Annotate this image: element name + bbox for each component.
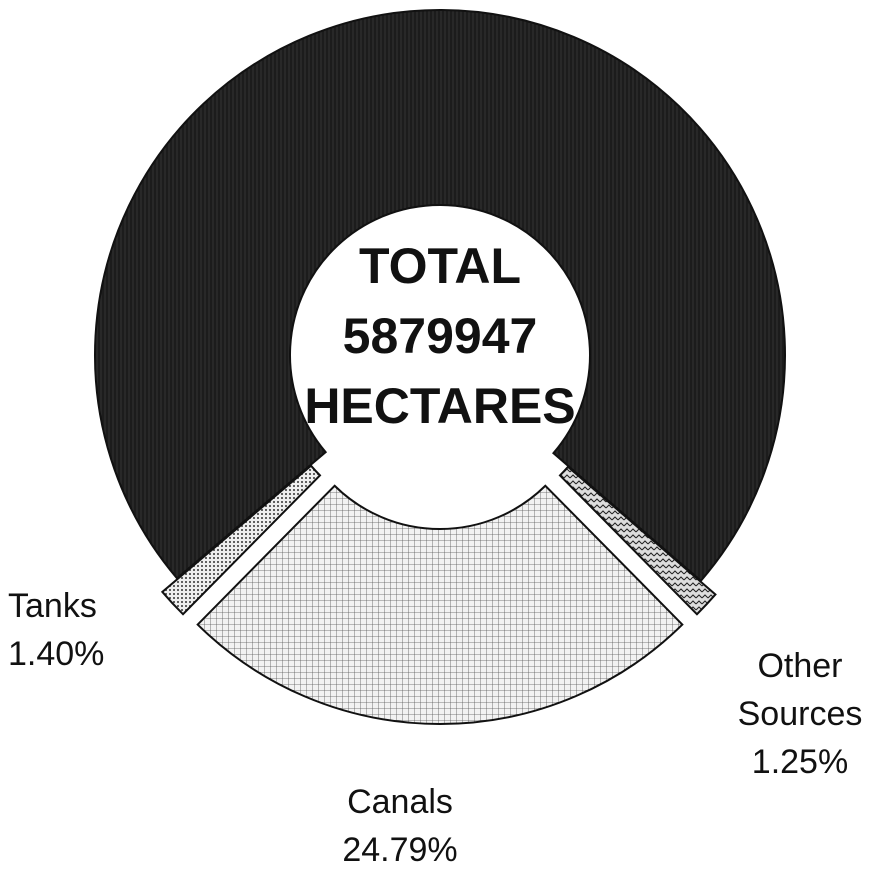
category-label: Tanks (8, 587, 97, 625)
donut-segment (558, 465, 717, 616)
center-text: HECTARES (304, 378, 575, 434)
value-label: 1.25% (751, 743, 849, 781)
center-text: TOTAL (359, 238, 521, 294)
value-label: 24.79% (342, 831, 458, 869)
slice-label: Other Sources 1.25% (720, 642, 880, 786)
slice-label: Tanks 1.40% (8, 582, 148, 678)
center-text: 5879947 (343, 308, 538, 364)
donut-segment (94, 9, 786, 583)
category-label: Canals (347, 783, 453, 821)
value-label: 1.40% (8, 635, 105, 673)
category-label: Other Sources (737, 647, 863, 733)
slice-label: Canals 24.79% (300, 778, 500, 874)
donut-segment (196, 484, 684, 725)
